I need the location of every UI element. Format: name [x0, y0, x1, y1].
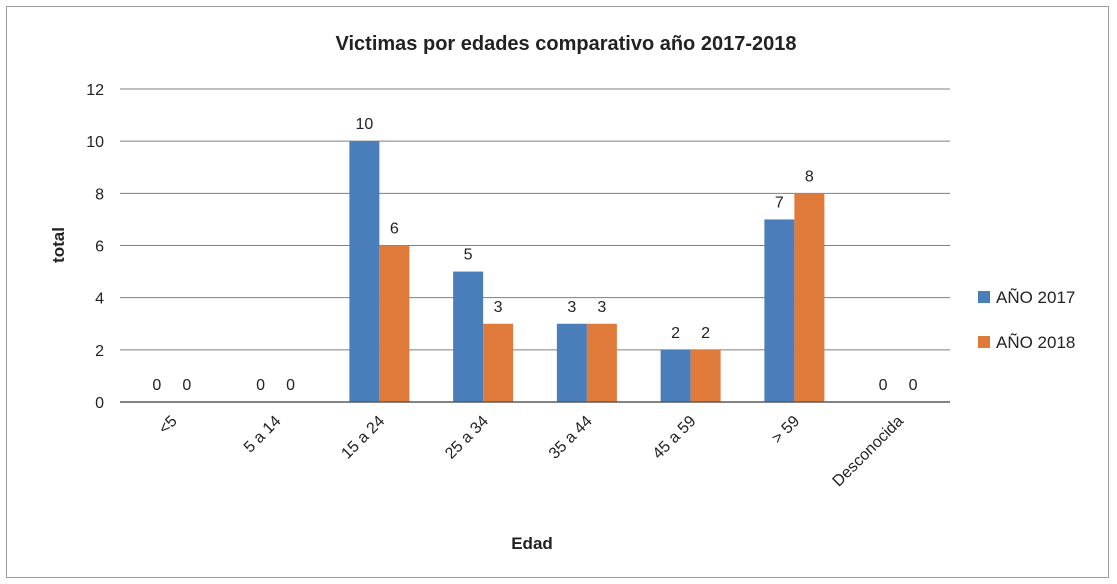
legend-swatch [978, 291, 990, 303]
data-label: 0 [182, 377, 191, 394]
bars [349, 141, 825, 402]
x-tick-label: 45 a 59 [650, 413, 700, 463]
chart-title: Victimas por edades comparativo año 2017… [336, 33, 797, 55]
y-tick-label: 10 [86, 134, 104, 151]
y-axis-ticks: 0 2 4 6 8 10 12 [86, 82, 104, 412]
data-label: 0 [256, 377, 265, 394]
x-tick-label: 5 a 14 [241, 413, 285, 457]
data-label: 6 [390, 221, 399, 238]
y-tick-label: 6 [95, 239, 104, 256]
bar-2017 [453, 271, 484, 402]
data-label: 0 [286, 377, 295, 394]
data-label: 7 [775, 194, 784, 211]
data-label: 2 [701, 325, 710, 342]
x-axis-title: Edad [511, 534, 553, 553]
legend-label: AÑO 2017 [996, 288, 1075, 307]
bar-2017 [556, 323, 587, 402]
data-label: 10 [355, 116, 373, 133]
data-label: 2 [671, 325, 680, 342]
bar-2017 [660, 349, 691, 402]
x-tick-label: > 59 [769, 413, 803, 447]
bar-2017 [764, 219, 795, 402]
x-tick-label: Desconocida [830, 413, 908, 491]
bar-2018 [794, 193, 825, 402]
chart-frame [6, 6, 1109, 578]
x-tick-label: 35 a 44 [546, 413, 596, 463]
data-label: 8 [805, 168, 814, 185]
legend-label: AÑO 2018 [996, 333, 1075, 352]
legend: AÑO 2017 AÑO 2018 [978, 288, 1075, 352]
y-tick-label: 4 [95, 291, 104, 308]
bar-2018 [379, 245, 410, 402]
data-label: 3 [597, 299, 606, 316]
data-label: 0 [909, 377, 918, 394]
y-tick-label: 0 [95, 395, 104, 412]
data-label: 3 [567, 299, 576, 316]
x-axis-categories: <5 5 a 14 15 a 24 25 a 34 35 a 44 45 a 59 > 59… [156, 413, 907, 491]
bar-2017 [349, 141, 380, 402]
gridlines [120, 88, 950, 351]
x-tick-label: <5 [156, 413, 181, 438]
data-label: 3 [494, 299, 503, 316]
data-label: 0 [879, 377, 888, 394]
data-label: 0 [152, 377, 161, 394]
y-axis-title: total [49, 227, 68, 263]
data-labels: 0 0 0 0 10 6 5 3 3 3 2 2 7 8 0 0 [152, 116, 917, 394]
bar-2018 [483, 323, 514, 402]
data-label: 5 [464, 247, 473, 264]
y-tick-label: 8 [95, 186, 104, 203]
bar-2018 [690, 349, 721, 402]
bar-2018 [586, 323, 617, 402]
y-tick-label: 12 [86, 82, 104, 99]
legend-swatch [978, 336, 990, 348]
y-tick-label: 2 [95, 343, 104, 360]
x-tick-label: 15 a 24 [338, 413, 388, 463]
x-tick-label: 25 a 34 [442, 413, 492, 463]
